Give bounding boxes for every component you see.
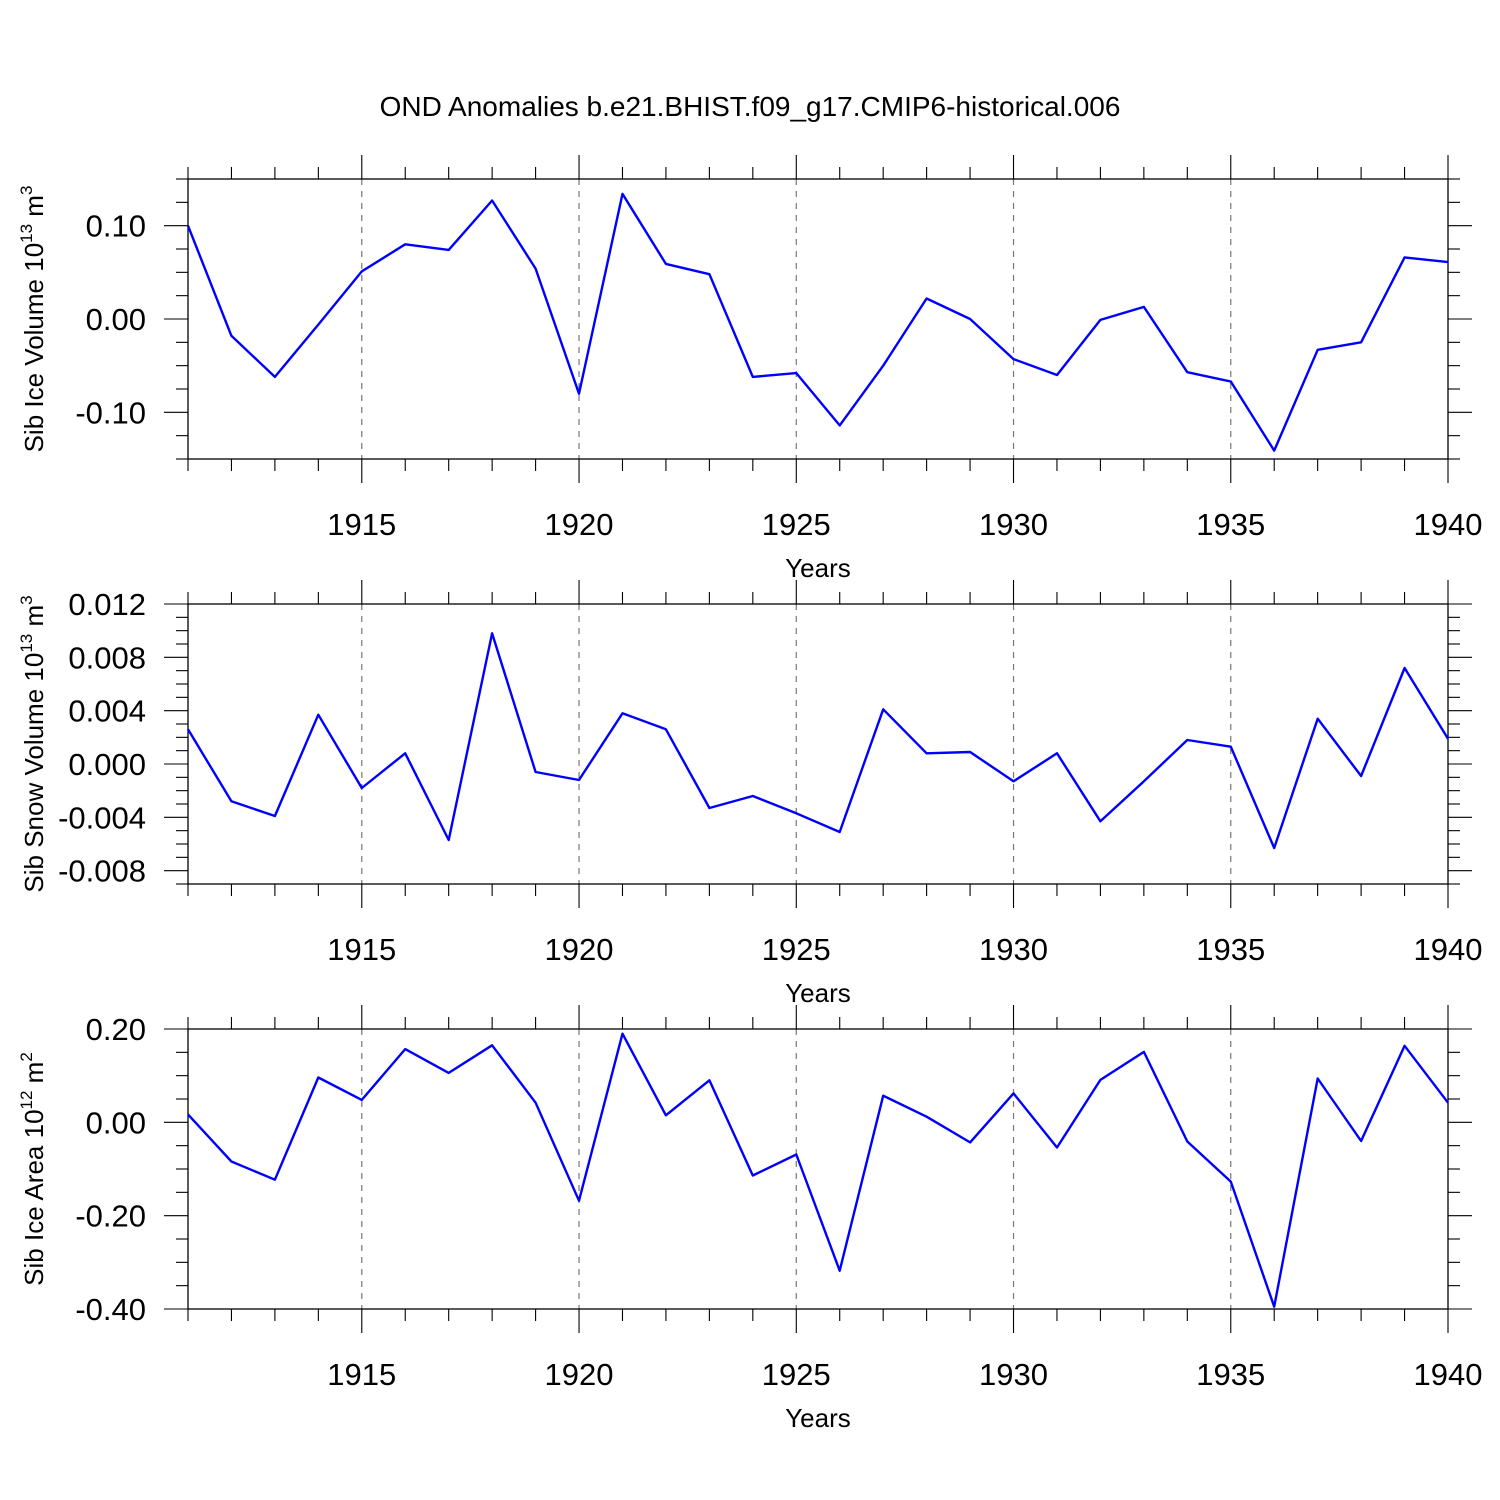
data-line [186, 192, 1449, 452]
y-tick-label: 0.008 [68, 640, 146, 675]
y-axis-label-base: Sib Snow Volume 10 [19, 653, 49, 893]
y-tick-label: -0.10 [75, 395, 146, 430]
x-tick-label: 1925 [762, 932, 831, 967]
y-axis-label-unit: m [19, 1062, 49, 1091]
y-axis-label: Sib Ice Volume 1013 m3 [17, 186, 49, 453]
y-axis-label-exponent: 12 [17, 1091, 36, 1110]
y-axis-label-unit-exponent: 3 [17, 186, 36, 195]
y-axis-label-unit-exponent: 3 [17, 595, 36, 604]
y-tick-label: -0.40 [75, 1292, 146, 1327]
x-axis-label: Years [785, 1403, 851, 1433]
x-axis-label: Years [785, 553, 851, 583]
y-tick-label: -0.004 [58, 800, 146, 835]
data-line [186, 632, 1450, 850]
x-tick-label: 1940 [1414, 932, 1483, 967]
y-axis-label-base: Sib Ice Area 10 [19, 1109, 49, 1285]
plot-frame [187, 1028, 1449, 1310]
x-axis-label: Years [785, 978, 851, 1008]
y-axis-label-base: Sib Ice Volume 10 [19, 243, 49, 453]
y-tick-label: -0.008 [58, 854, 146, 889]
y-tick-label: 0.20 [86, 1012, 146, 1047]
y-tick-label: 0.004 [68, 694, 146, 729]
plot-frame [187, 178, 1449, 460]
y-tick-label: -0.20 [75, 1199, 146, 1234]
y-axis-label-exponent: 13 [17, 224, 36, 243]
x-tick-label: 1925 [762, 507, 831, 542]
x-tick-label: 1930 [979, 932, 1048, 967]
y-tick-label: 0.00 [86, 302, 146, 337]
y-axis-label-exponent: 13 [17, 634, 36, 653]
y-axis-label: Sib Snow Volume 1013 m3 [17, 595, 49, 892]
y-axis-label-unit: m [19, 195, 49, 224]
x-tick-label: 1935 [1196, 932, 1265, 967]
ice-area-panel: -0.40 -0.20 0.00 0.20 1915 1920 1925 1930 1935 1… [17, 1005, 1482, 1433]
ice-volume-panel: -0.10 0.00 0.10 1915 1920 1925 1930 1935 1940 Y… [17, 155, 1482, 583]
x-tick-label: 1920 [545, 507, 614, 542]
snow-volume-panel: -0.008 -0.004 0.000 0.004 0.008 0.012 1915 192… [17, 580, 1482, 1008]
x-tick-label: 1920 [545, 1357, 614, 1392]
x-tick-label: 1930 [979, 1357, 1048, 1392]
y-tick-label: 0.000 [68, 747, 146, 782]
y-tick-label: 0.00 [86, 1105, 146, 1140]
y-tick-label: 0.10 [86, 209, 146, 244]
x-tick-label: 1915 [327, 1357, 396, 1392]
data-line [187, 1032, 1449, 1308]
x-tick-label: 1940 [1414, 1357, 1483, 1392]
figure-title: OND Anomalies b.e21.BHIST.f09_g17.CMIP6-… [380, 91, 1121, 122]
y-axis-label-unit: m [19, 605, 49, 634]
x-tick-label: 1915 [327, 932, 396, 967]
plot-frame [187, 603, 1449, 885]
x-tick-label: 1925 [762, 1357, 831, 1392]
x-tick-label: 1935 [1196, 1357, 1265, 1392]
y-axis-label-unit-exponent: 2 [17, 1052, 36, 1061]
x-tick-label: 1915 [327, 507, 396, 542]
x-tick-label: 1935 [1196, 507, 1265, 542]
y-tick-label: 0.012 [68, 587, 146, 622]
x-tick-label: 1940 [1414, 507, 1483, 542]
x-tick-label: 1930 [979, 507, 1048, 542]
y-axis-label: Sib Ice Area 1012 m2 [17, 1052, 49, 1286]
x-tick-label: 1920 [545, 932, 614, 967]
